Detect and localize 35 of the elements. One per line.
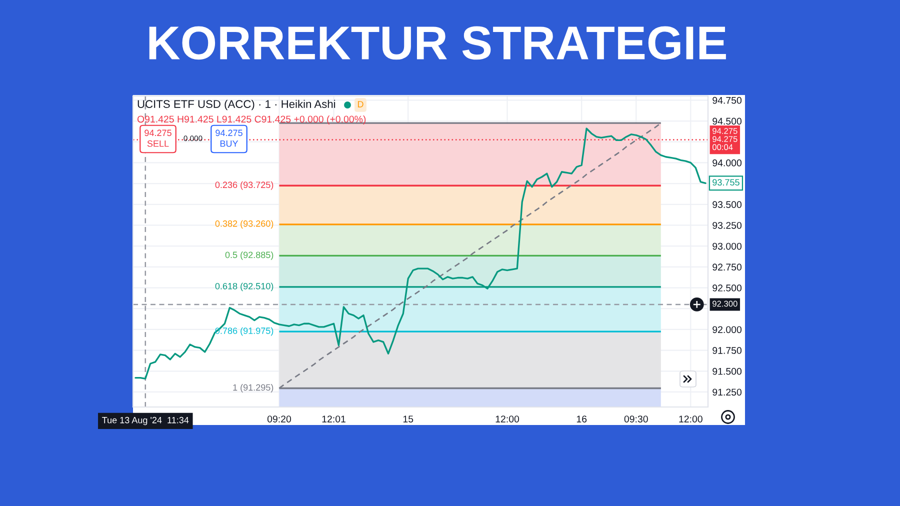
y-tick-label: 93.250: [712, 222, 742, 229]
text: 93.755: [712, 179, 740, 186]
y-tick-label: 94.500: [712, 118, 742, 125]
ref-line-label: 94.275 94.275 00:04: [712, 128, 738, 150]
annotation: D: [358, 101, 364, 108]
annotation: 94.275 SELL: [144, 130, 172, 147]
y-tick-label: 92.750: [712, 264, 742, 271]
x-tick-label: 12:00: [496, 416, 520, 422]
line-series: [134, 128, 706, 380]
annotation: O91.425 H91.425 L91.425 C91.425 +0.000 (+0.00%): [137, 115, 366, 125]
ref-line-label: 0.618 (92.510): [215, 282, 274, 292]
chart-subtitle: UCITS ETF USD (ACC) · 1 · Heikin Ashi: [138, 100, 336, 110]
ref-line-label: 0.5 (92.885): [225, 251, 274, 260]
chart-title: KORREKTUR STRATEGIE: [149, 26, 726, 60]
ref-line-label: 1 (91.295): [233, 384, 274, 392]
x-tick-label: 15: [403, 416, 414, 422]
x-tick-label: 12:01: [322, 416, 346, 422]
y-tick-label: 91.250: [712, 388, 742, 396]
x-tick-label: 16: [576, 416, 587, 422]
y-tick-label: 91.750: [712, 347, 742, 354]
y-tick-label: 94.750: [712, 96, 742, 104]
y-tick-label: 93.500: [712, 201, 742, 208]
x-tick-label: 12:00: [679, 416, 702, 422]
x-tick-label: 09:30: [624, 416, 648, 422]
y-tick-label: 92.500: [712, 284, 742, 292]
x-tick-label: Tue 13 Aug '24 11:34: [102, 416, 189, 426]
ref-line-label: 92.300: [712, 300, 738, 307]
ref-line-label: 0.382 (93.260): [215, 220, 274, 229]
x-tick-label: 09:20: [267, 416, 292, 422]
annotation: 94.275 BUY: [216, 130, 242, 147]
y-tick-label: 93.000: [712, 242, 742, 250]
y-tick-label: 94.000: [712, 159, 742, 166]
ref-line-label: 0.236 (93.725): [215, 181, 274, 190]
y-tick-label: 91.500: [712, 368, 742, 375]
y-tick-label: 92.000: [712, 326, 742, 334]
